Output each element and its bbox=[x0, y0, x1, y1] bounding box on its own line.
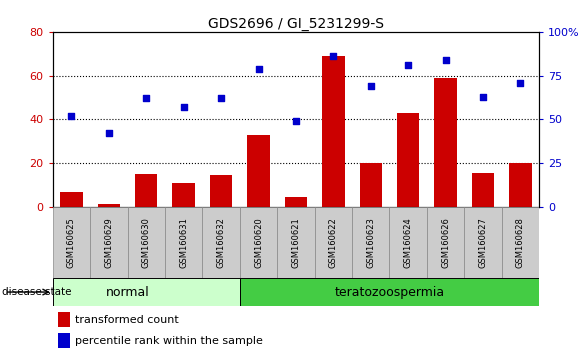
Point bbox=[516, 80, 525, 86]
Bar bbox=[240, 278, 539, 306]
Bar bbox=[390, 207, 427, 278]
Text: GSM160624: GSM160624 bbox=[404, 217, 413, 268]
Point bbox=[179, 104, 188, 110]
Point bbox=[291, 118, 301, 124]
Text: GSM160621: GSM160621 bbox=[291, 217, 301, 268]
Bar bbox=[165, 207, 202, 278]
Bar bbox=[57, 312, 70, 327]
Bar bbox=[57, 333, 70, 348]
Text: GSM160625: GSM160625 bbox=[67, 217, 76, 268]
Text: GSM160630: GSM160630 bbox=[142, 217, 151, 268]
Bar bbox=[53, 278, 240, 306]
Text: transformed count: transformed count bbox=[74, 315, 178, 325]
Text: GSM160627: GSM160627 bbox=[479, 217, 488, 268]
Bar bbox=[285, 197, 307, 207]
Bar bbox=[98, 204, 120, 207]
Text: GSM160629: GSM160629 bbox=[104, 217, 113, 268]
Point bbox=[478, 94, 488, 99]
Text: GSM160623: GSM160623 bbox=[366, 217, 375, 268]
Bar bbox=[135, 174, 158, 207]
Bar bbox=[434, 78, 457, 207]
Bar bbox=[322, 56, 345, 207]
Point bbox=[404, 62, 413, 68]
Bar bbox=[397, 113, 420, 207]
Bar bbox=[352, 207, 390, 278]
Text: GSM160631: GSM160631 bbox=[179, 217, 188, 268]
Bar bbox=[502, 207, 539, 278]
Bar bbox=[464, 207, 502, 278]
Point bbox=[104, 131, 114, 136]
Bar bbox=[210, 175, 232, 207]
Point bbox=[216, 96, 226, 101]
Bar bbox=[509, 163, 532, 207]
Text: GSM160626: GSM160626 bbox=[441, 217, 450, 268]
Bar bbox=[53, 207, 90, 278]
Bar bbox=[277, 207, 315, 278]
Text: GSM160632: GSM160632 bbox=[217, 217, 226, 268]
Text: GSM160628: GSM160628 bbox=[516, 217, 525, 268]
Point bbox=[254, 66, 263, 72]
Text: GSM160620: GSM160620 bbox=[254, 217, 263, 268]
Bar bbox=[90, 207, 128, 278]
Bar bbox=[128, 207, 165, 278]
Bar bbox=[60, 192, 83, 207]
Point bbox=[441, 57, 450, 63]
Text: teratozoospermia: teratozoospermia bbox=[335, 286, 445, 298]
Bar bbox=[472, 173, 494, 207]
Bar bbox=[315, 207, 352, 278]
Bar bbox=[427, 207, 464, 278]
Title: GDS2696 / GI_5231299-S: GDS2696 / GI_5231299-S bbox=[208, 17, 384, 31]
Point bbox=[329, 53, 338, 59]
Point bbox=[366, 83, 376, 89]
Bar bbox=[247, 135, 270, 207]
Bar bbox=[360, 163, 382, 207]
Bar bbox=[202, 207, 240, 278]
Text: percentile rank within the sample: percentile rank within the sample bbox=[74, 336, 263, 346]
Point bbox=[142, 96, 151, 101]
Text: disease state: disease state bbox=[2, 287, 71, 297]
Bar bbox=[172, 183, 195, 207]
Text: GSM160622: GSM160622 bbox=[329, 217, 338, 268]
Bar bbox=[240, 207, 277, 278]
Text: normal: normal bbox=[105, 286, 149, 298]
Point bbox=[67, 113, 76, 119]
